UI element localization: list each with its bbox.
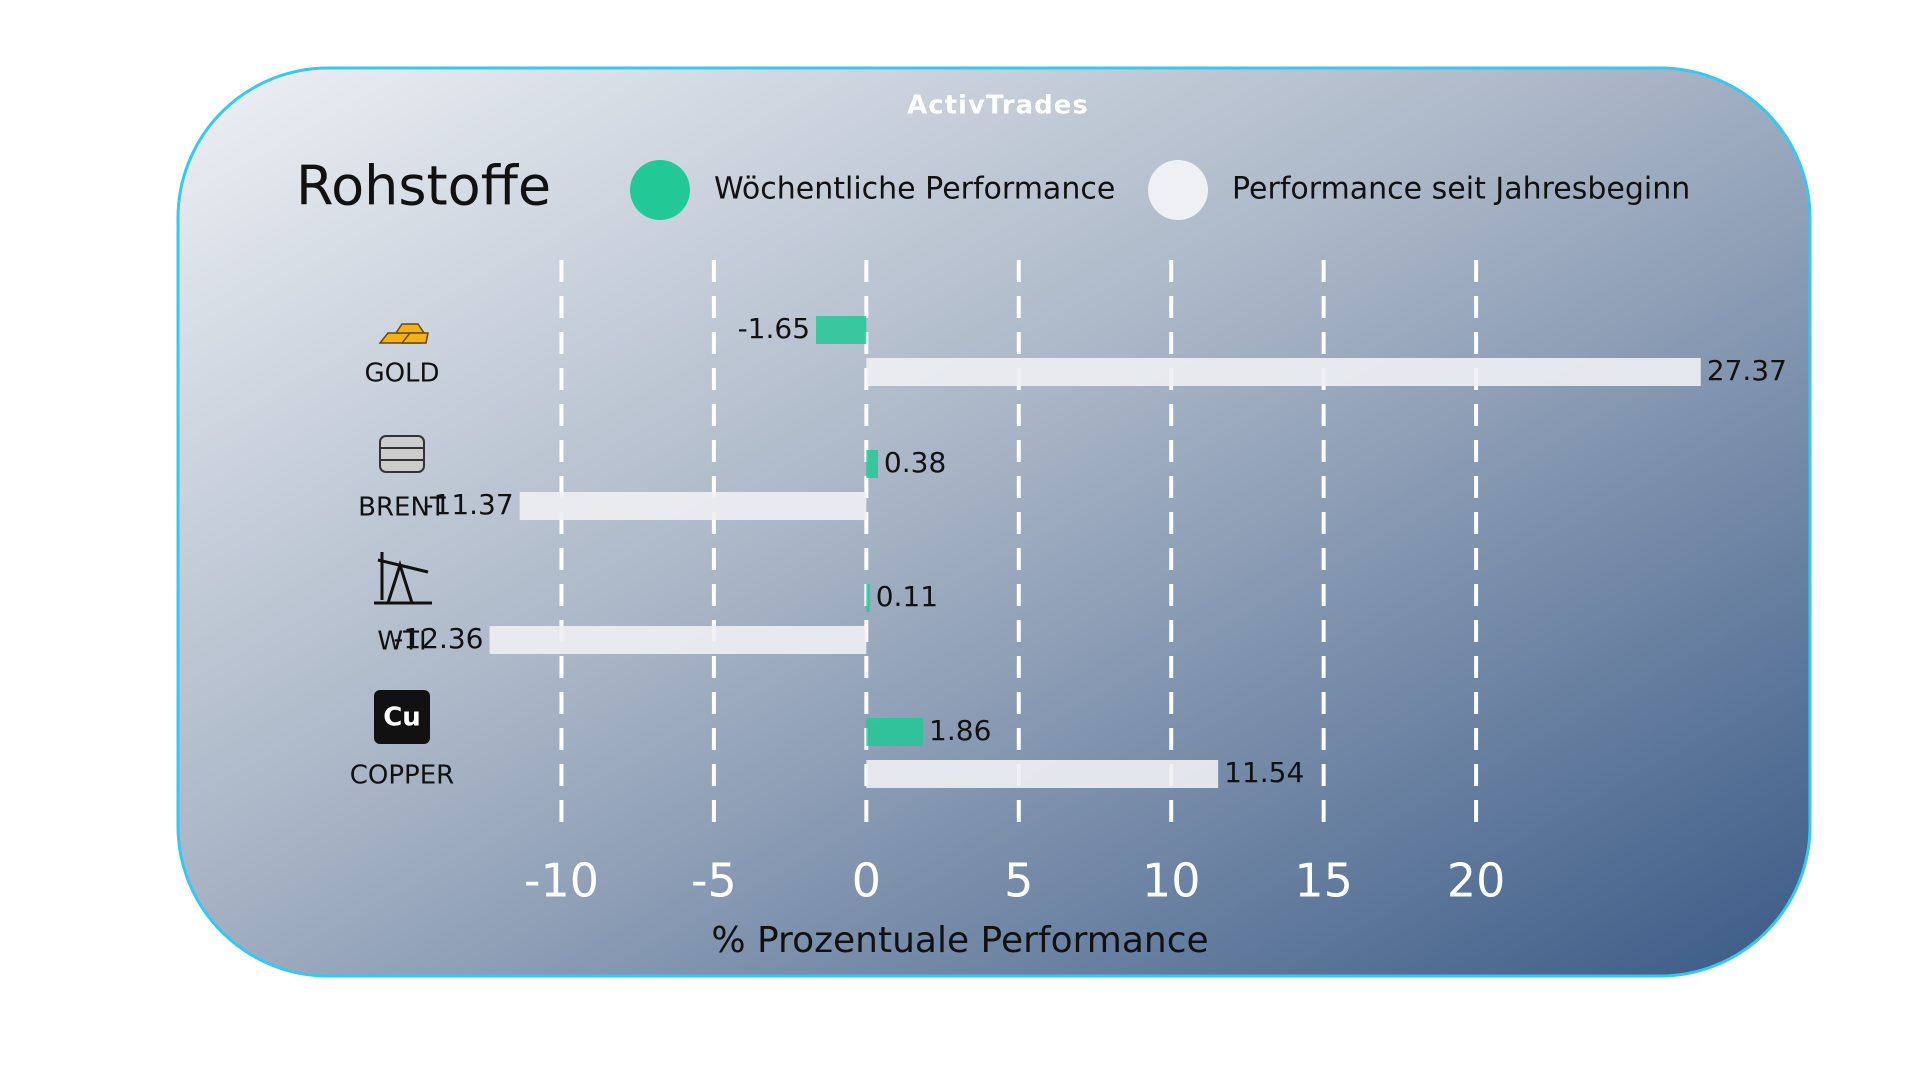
copper-icon: Cu <box>374 690 430 744</box>
category-label: WTI <box>377 627 426 657</box>
data-label: -12.36 <box>393 622 483 655</box>
data-label: 11.54 <box>1224 756 1304 789</box>
legend-swatch <box>630 160 690 220</box>
barrel-icon <box>379 435 425 473</box>
data-label: 27.37 <box>1707 354 1787 387</box>
bar <box>489 626 867 654</box>
bar <box>866 760 1219 788</box>
gold-icon <box>378 323 429 344</box>
x-tick-label: -10 <box>524 854 599 908</box>
x-tick-label: 0 <box>852 854 881 908</box>
chart-title: Rohstoffe <box>296 155 551 218</box>
bar <box>866 358 1701 386</box>
bar <box>816 316 867 344</box>
bar <box>866 584 870 612</box>
svg-text:Cu: Cu <box>383 703 421 733</box>
bar <box>866 450 878 478</box>
x-tick-label: 10 <box>1142 854 1201 908</box>
legend-label: Performance seit Jahresbeginn <box>1232 172 1690 207</box>
x-tick-label: 5 <box>1004 854 1033 908</box>
pump-icon <box>374 552 432 605</box>
bar <box>519 492 867 520</box>
category-label: BRENT <box>358 493 446 523</box>
x-axis-label: % Prozentuale Performance <box>711 920 1208 961</box>
card <box>176 66 1812 978</box>
data-label: 1.86 <box>929 714 991 747</box>
bar <box>866 718 924 746</box>
data-label: 0.38 <box>884 446 946 479</box>
legend-swatch <box>1148 160 1208 220</box>
logo: ActivTrades <box>907 91 1089 121</box>
data-label: -1.65 <box>738 312 810 345</box>
x-tick-label: 15 <box>1294 854 1353 908</box>
x-tick-label: -5 <box>691 854 737 908</box>
data-label: 0.11 <box>876 580 938 613</box>
data-label: -11.37 <box>423 488 513 521</box>
category-label: GOLD <box>364 359 439 389</box>
category-label: COPPER <box>350 761 454 791</box>
icons: Cu <box>374 323 432 744</box>
x-tick-label: 20 <box>1447 854 1506 908</box>
legend-label: Wöchentliche Performance <box>714 172 1115 207</box>
